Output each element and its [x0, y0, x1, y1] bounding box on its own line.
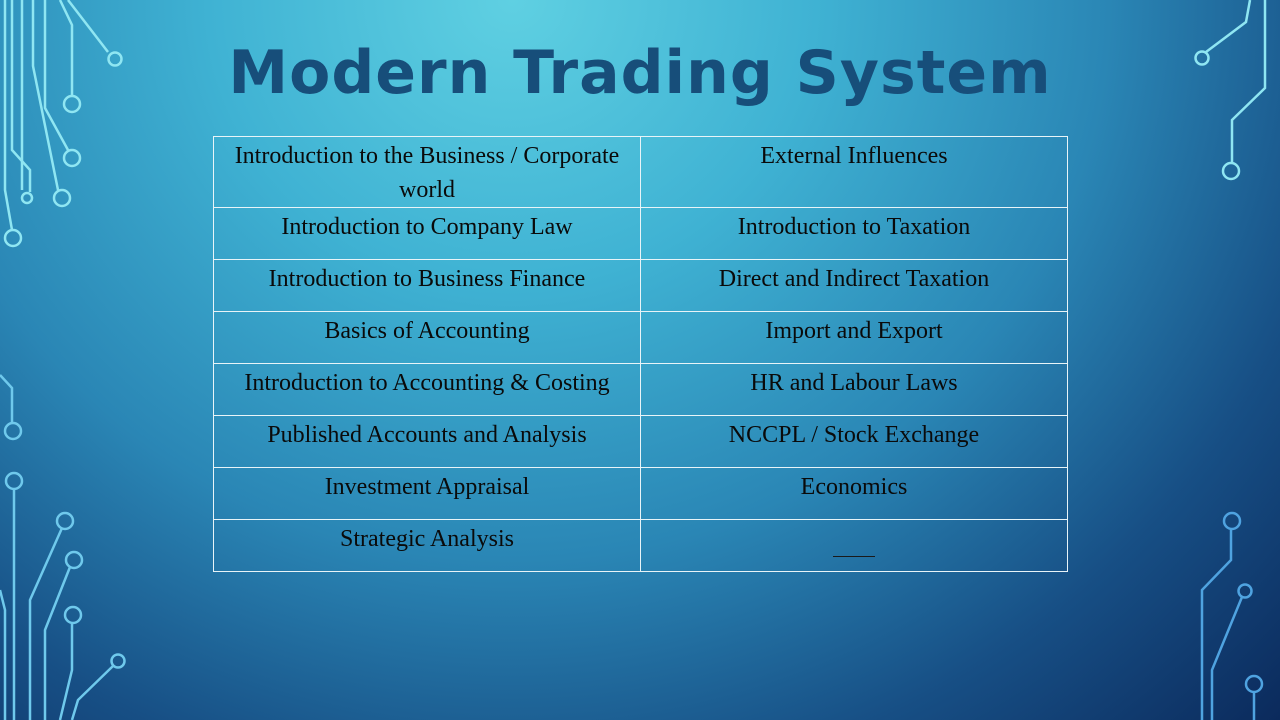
- table-row: Introduction to Business Finance Direct …: [213, 259, 1068, 312]
- circuit-decoration-bottom-left: [0, 374, 126, 720]
- table-cell: Published Accounts and Analysis: [213, 415, 641, 468]
- table-cell: Strategic Analysis: [213, 519, 641, 572]
- table-row: Investment Appraisal Economics: [213, 467, 1068, 520]
- table-cell: Direct and Indirect Taxation: [640, 259, 1068, 312]
- table-row: Introduction to Accounting & Costing HR …: [213, 363, 1068, 416]
- table-cell: Investment Appraisal: [213, 467, 641, 520]
- table-cell: HR and Labour Laws: [640, 363, 1068, 416]
- table-cell: Introduction to Company Law: [213, 207, 641, 260]
- table-cell: [640, 519, 1068, 572]
- table-cell: NCCPL / Stock Exchange: [640, 415, 1068, 468]
- table-cell: Economics: [640, 467, 1068, 520]
- circuit-decoration-bottom-right: [1200, 511, 1264, 720]
- table-row: Published Accounts and Analysis NCCPL / …: [213, 415, 1068, 468]
- table-cell: Introduction to the Business / Corporate…: [213, 136, 641, 208]
- table-row: Basics of Accounting Import and Export: [213, 311, 1068, 364]
- blank-dash: [833, 556, 875, 557]
- table-cell: Basics of Accounting: [213, 311, 641, 364]
- table-cell: Introduction to Accounting & Costing: [213, 363, 641, 416]
- table-row: Introduction to Company Law Introduction…: [213, 207, 1068, 260]
- table-cell: Introduction to Taxation: [640, 207, 1068, 260]
- page-title: Modern Trading System: [228, 38, 1052, 108]
- table-cell: Introduction to Business Finance: [213, 259, 641, 312]
- table-row: Introduction to the Business / Corporate…: [213, 136, 1068, 208]
- circuit-decoration-top-left: [3, 0, 123, 248]
- table-cell: Import and Export: [640, 311, 1068, 364]
- circuit-decoration-top-right: [1194, 0, 1267, 181]
- table-cell: External Influences: [640, 136, 1068, 208]
- table-row: Strategic Analysis: [213, 519, 1068, 572]
- course-table: Introduction to the Business / Corporate…: [213, 136, 1068, 572]
